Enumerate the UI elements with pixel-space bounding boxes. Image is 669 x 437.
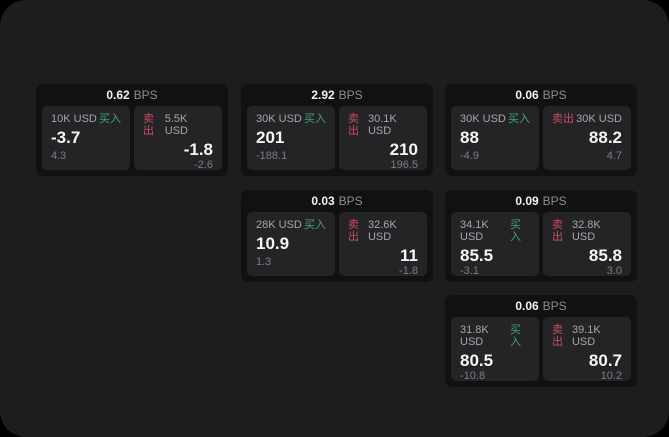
sell-sub-value: -1.8 [399, 265, 418, 277]
bps-value: 0.09 [515, 194, 539, 208]
buy-price: -3.7 [51, 128, 81, 147]
sell-amount: 5.5K USD [164, 113, 188, 137]
sell-sub-value: -2.6 [194, 159, 213, 171]
buy-side-label: 买入 [510, 324, 522, 348]
bps-header: 2.92 BPS [241, 84, 433, 106]
sell-price: 210 [389, 140, 418, 159]
buy-quote-tile[interactable]: 28K USD 买入 10.9 1.3 [247, 212, 335, 276]
bps-card-5: 0.09 BPS 34.1K USD 买入 85.5 -3.1 卖出 32.8K… [445, 190, 637, 282]
sell-quote-tile[interactable]: 卖出 39.1K USD 80.7 10.2 [543, 317, 631, 382]
buy-sub-value: -188.1 [256, 150, 288, 162]
bps-unit: BPS [133, 88, 158, 102]
buy-quote-tile[interactable]: 10K USD 买入 -3.7 4.3 [42, 106, 130, 170]
buy-side-label: 买入 [510, 219, 522, 243]
sell-price: 80.7 [588, 351, 622, 370]
bps-card-1: 0.62 BPS 10K USD 买入 -3.7 4.3 卖出 5.5K USD [36, 84, 228, 176]
sell-amount: 39.1K USD [571, 324, 601, 348]
sell-side-label: 卖出 [552, 113, 574, 125]
buy-amount: 28K USD [256, 219, 302, 231]
bps-value: 0.06 [515, 88, 539, 102]
bps-value: 0.62 [106, 88, 130, 102]
buy-quote-tile[interactable]: 31.8K USD 买入 80.5 -10.8 [451, 317, 539, 382]
sell-amount: 30.1K USD [367, 113, 397, 137]
sell-amount: 30K USD [576, 113, 622, 125]
bps-header: 0.62 BPS [36, 84, 228, 106]
sell-quote-tile[interactable]: 卖出 5.5K USD -1.8 -2.6 [134, 106, 222, 171]
bps-unit: BPS [338, 88, 363, 102]
sell-price: 88.2 [588, 128, 622, 147]
sell-side-label: 卖出 [348, 219, 359, 243]
buy-price: 10.9 [256, 234, 290, 253]
bps-value: 0.03 [311, 194, 335, 208]
buy-amount: 10K USD [51, 113, 97, 125]
bps-unit: BPS [542, 88, 567, 102]
sell-quote-tile[interactable]: 卖出 32.8K USD 85.8 3.0 [543, 212, 631, 277]
buy-price: 85.5 [460, 246, 494, 265]
sell-sub-value: 3.0 [606, 265, 622, 277]
sell-sub-value: 10.2 [600, 370, 622, 382]
sell-side-label: 卖出 [552, 324, 563, 348]
sell-quote-tile[interactable]: 卖出 32.6K USD 11 -1.8 [339, 212, 427, 277]
buy-price: 88 [460, 128, 479, 147]
bps-unit: BPS [542, 299, 567, 313]
bps-header: 0.09 BPS [445, 190, 637, 212]
buy-amount: 30K USD [460, 113, 506, 125]
buy-sub-value: 4.3 [51, 150, 67, 162]
bps-value: 0.06 [515, 299, 539, 313]
buy-price: 80.5 [460, 351, 494, 370]
buy-side-label: 买入 [99, 113, 121, 125]
sell-quote-tile[interactable]: 卖出 30.1K USD 210 196.5 [339, 106, 427, 171]
sell-amount: 32.8K USD [571, 219, 601, 243]
buy-side-label: 买入 [508, 113, 530, 125]
bps-unit: BPS [542, 194, 567, 208]
buy-quote-tile[interactable]: 30K USD 买入 88 -4.9 [451, 106, 539, 170]
buy-quote-tile[interactable]: 34.1K USD 买入 85.5 -3.1 [451, 212, 539, 277]
bps-header: 0.06 BPS [445, 84, 637, 106]
sell-side-label: 卖出 [143, 113, 154, 137]
buy-quote-tile[interactable]: 30K USD 买入 201 -188.1 [247, 106, 335, 170]
sell-side-label: 卖出 [348, 113, 359, 137]
sell-price: -1.8 [183, 140, 213, 159]
sell-sub-value: 196.5 [390, 159, 418, 171]
buy-side-label: 买入 [304, 219, 326, 231]
bps-header: 0.06 BPS [445, 295, 637, 317]
buy-sub-value: -3.1 [460, 265, 479, 277]
buy-sub-value: -10.8 [460, 370, 486, 382]
bps-card-4: 0.03 BPS 28K USD 买入 10.9 1.3 卖出 32.6K US… [241, 190, 433, 282]
bps-card-2: 2.92 BPS 30K USD 买入 201 -188.1 卖出 30.1K … [241, 84, 433, 176]
buy-amount: 31.8K USD [460, 324, 489, 348]
sell-quote-tile[interactable]: 卖出 30K USD 88.2 4.7 [543, 106, 631, 170]
sell-sub-value: 4.7 [606, 150, 622, 162]
sell-price: 85.8 [588, 246, 622, 265]
buy-price: 201 [256, 128, 285, 147]
buy-side-label: 买入 [304, 113, 326, 125]
buy-sub-value: 1.3 [256, 256, 272, 268]
buy-sub-value: -4.9 [460, 150, 479, 162]
bps-header: 0.03 BPS [241, 190, 433, 212]
bps-card-3: 0.06 BPS 30K USD 买入 88 -4.9 卖出 30K USD [445, 84, 637, 176]
sell-amount: 32.6K USD [367, 219, 397, 243]
sell-price: 11 [400, 246, 418, 265]
buy-amount: 30K USD [256, 113, 302, 125]
bps-value: 2.92 [311, 88, 335, 102]
buy-amount: 34.1K USD [460, 219, 489, 243]
bps-card-6: 0.06 BPS 31.8K USD 买入 80.5 -10.8 卖出 39.1… [445, 295, 637, 387]
bps-unit: BPS [338, 194, 363, 208]
sell-side-label: 卖出 [552, 219, 563, 243]
